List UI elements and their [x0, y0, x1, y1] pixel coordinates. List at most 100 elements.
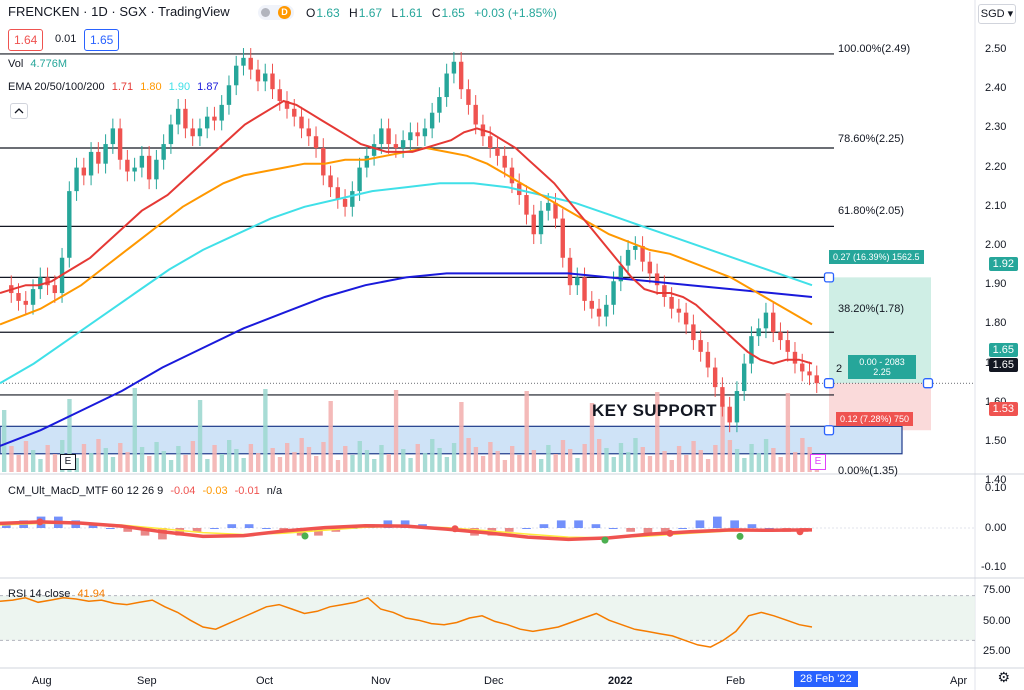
- candle-body: [683, 312, 689, 325]
- candle-body: [313, 136, 319, 148]
- volume-bar: [299, 438, 304, 472]
- position-handle: [823, 378, 835, 389]
- macd-value-4: n/a: [266, 485, 283, 497]
- candle-body: [560, 218, 565, 258]
- volume-bar: [386, 454, 391, 472]
- volume-bar: [219, 454, 225, 472]
- price-axis-tick: 2.30: [985, 121, 1007, 134]
- candle-body: [30, 289, 36, 305]
- rsi-legend[interactable]: RSI 14 close 41.94: [8, 588, 105, 600]
- collapse-legend-button[interactable]: [10, 103, 28, 119]
- macd-histogram-bar: [504, 528, 514, 532]
- change-value: +0.03 (+1.85%): [474, 6, 557, 20]
- stop-info-box[interactable]: 0.12 (7.28%) 750: [836, 412, 914, 426]
- entry-info-box[interactable]: 0.00 - 2083 2.25: [848, 355, 916, 379]
- volume-bar: [125, 452, 130, 472]
- candle-body: [357, 167, 362, 192]
- candle-body: [125, 159, 130, 172]
- candle-body: [546, 202, 551, 211]
- fib-label-382: 38.20%(1.78): [838, 303, 905, 315]
- close-value: 1.65: [441, 6, 465, 20]
- interval[interactable]: 1D: [91, 4, 108, 19]
- price-axis-tick: 1.40: [985, 474, 1007, 487]
- candle-body: [589, 300, 594, 309]
- candle-body: [429, 112, 435, 129]
- earnings-marker-upcoming[interactable]: E: [810, 454, 826, 470]
- candle-body: [669, 296, 674, 309]
- rsi-axis-tick: 25.00: [983, 645, 1011, 657]
- volume-bar: [502, 460, 508, 472]
- settings-gear-icon[interactable]: ⚙: [997, 669, 1010, 685]
- earnings-marker[interactable]: E: [60, 454, 76, 470]
- candle-body: [633, 246, 638, 250]
- macd-histogram-bar: [678, 528, 687, 529]
- candle-body: [335, 187, 341, 199]
- volume-bar: [168, 460, 174, 472]
- volume-bar: [314, 456, 319, 472]
- volume-bar: [110, 457, 116, 472]
- macd-cross-dot: [601, 536, 609, 544]
- volume-bar: [306, 447, 312, 472]
- symbol-name[interactable]: FRENCKEN: [8, 4, 80, 19]
- candle-body: [727, 406, 732, 423]
- volume-bar: [524, 391, 529, 472]
- volume-bar: [705, 459, 711, 472]
- candle-body: [691, 324, 696, 341]
- volume-bar: [626, 452, 631, 472]
- volume-bar: [560, 440, 566, 472]
- target-info-box[interactable]: 0.27 (16.39%) 1562.5: [829, 250, 924, 264]
- candle-body: [328, 175, 333, 188]
- candle-body: [705, 351, 711, 368]
- candle-body: [67, 191, 72, 258]
- ema200-value: 1.87: [197, 81, 219, 93]
- candle-body: [183, 108, 188, 129]
- volume-bar: [720, 404, 725, 472]
- time-tick-sep: Sep: [137, 675, 157, 687]
- candle-body: [386, 128, 391, 145]
- volume-bar: [45, 445, 50, 472]
- volume-bar: [611, 457, 616, 472]
- macd-histogram-bar: [88, 524, 98, 528]
- volume-bar: [96, 439, 101, 472]
- currency-select[interactable]: SGD ▾: [978, 4, 1016, 24]
- ema-legend[interactable]: EMA 20/50/100/200 1.71 1.80 1.90 1.87: [8, 81, 219, 93]
- volume-bar: [139, 447, 145, 472]
- macd-histogram-bar: [522, 528, 531, 529]
- volume-bar: [618, 443, 624, 472]
- volume-bar: [742, 458, 747, 472]
- key-support-label: KEY SUPPORT: [592, 401, 717, 420]
- candle-body: [400, 140, 406, 148]
- volume-bar: [2, 410, 7, 472]
- time-tick-apr: Apr: [950, 675, 968, 687]
- sell-price-button[interactable]: 1.64: [8, 29, 44, 51]
- volume-bar: [488, 442, 493, 472]
- macd-histogram-bar: [158, 528, 167, 540]
- volume-bar: [67, 399, 72, 472]
- symbol-title[interactable]: FRENCKEN · 1D · SGX · TradingView: [8, 4, 230, 19]
- volume-legend[interactable]: Vol 4.776M: [8, 58, 68, 70]
- macd-legend[interactable]: CM_Ult_MacD_MTF 60 12 26 9 -0.04 -0.03 -…: [8, 485, 283, 497]
- ema200-line: [0, 272, 813, 447]
- volume-bar: [684, 455, 689, 472]
- volume-bar: [604, 448, 609, 472]
- candle-body: [741, 363, 747, 392]
- buy-price-button[interactable]: 1.65: [84, 29, 120, 51]
- volume-bar: [459, 402, 464, 472]
- candle-body: [81, 167, 87, 176]
- high-value: 1.67: [358, 6, 383, 20]
- ohlc-readout: O1.63 H1.67 L1.61 C1.65 +0.03 (+1.85%): [306, 6, 557, 20]
- macd-histogram-bar: [608, 528, 618, 529]
- candle-body: [451, 61, 457, 74]
- volume-bar: [364, 450, 370, 472]
- volume-bar: [161, 451, 166, 472]
- macd-histogram-bar: [140, 528, 150, 536]
- macd-axis-tick: 0.10: [985, 482, 1007, 494]
- candle-body: [168, 124, 174, 145]
- macd-value-3: -0.01: [234, 485, 260, 497]
- candle-body: [263, 73, 268, 82]
- volume-bar: [16, 455, 21, 472]
- market-status-toggle[interactable]: D: [258, 5, 294, 20]
- volume-bar: [444, 457, 450, 472]
- macd-histogram-bar: [314, 528, 323, 536]
